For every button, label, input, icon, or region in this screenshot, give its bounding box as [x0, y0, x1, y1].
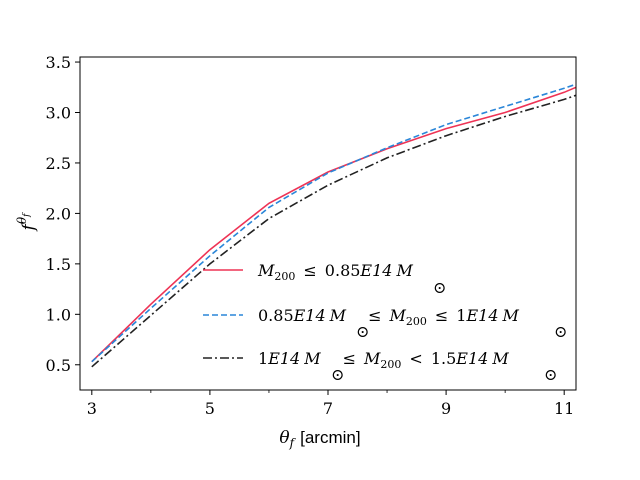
x-tick-label-11: 11 — [554, 399, 574, 418]
y-tick-label-0.5: 0.5 — [46, 356, 71, 375]
plot-area: 3 5 7 9 11 0.5 1.0 1.5 2.0 2.5 3.0 3.5 — [46, 53, 577, 418]
y-tick-label-3.5: 3.5 — [46, 53, 71, 72]
x-tick-label-7: 7 — [323, 399, 333, 418]
legend: M200 ≤0.85E14 M ⊙ 0.85E14 M ≤ M200 ≤1E14 M ⊙ ⊙ … — [203, 261, 567, 384]
legend-label-series-3: 1E14 M ≤ M200 <1.5E14 M — [258, 349, 509, 371]
legend-sun-symbol-2b: ⊙ — [554, 322, 567, 341]
legend-label-series-1: M200 ≤0.85E14 M — [257, 261, 413, 283]
y-tick-label-1.5: 1.5 — [46, 255, 71, 274]
y-tick-label-3: 3.0 — [46, 104, 71, 123]
x-axis-label: θf [arcmin] — [279, 428, 360, 450]
series-line-3 — [91, 94, 577, 368]
legend-label-series-2: 0.85E14 M ≤ M200 ≤1E14 M — [258, 306, 520, 328]
legend-sun-symbol-3b: ⊙ — [544, 365, 557, 384]
y-tick-label-1: 1.0 — [46, 305, 71, 324]
legend-sun-symbol-2a: ⊙ — [356, 322, 369, 341]
legend-sun-symbol-3a: ⊙ — [331, 365, 344, 384]
y-axis-label: fθf — [15, 212, 39, 233]
x-tick-label-9: 9 — [441, 399, 451, 418]
x-tick-label-5: 5 — [205, 399, 215, 418]
y-tick-label-2.5: 2.5 — [46, 154, 71, 173]
y-tick-label-2: 2.0 — [46, 204, 71, 223]
x-tick-label-3: 3 — [87, 399, 97, 418]
legend-sun-symbol-1: ⊙ — [433, 278, 446, 297]
series-line-2 — [91, 83, 577, 363]
